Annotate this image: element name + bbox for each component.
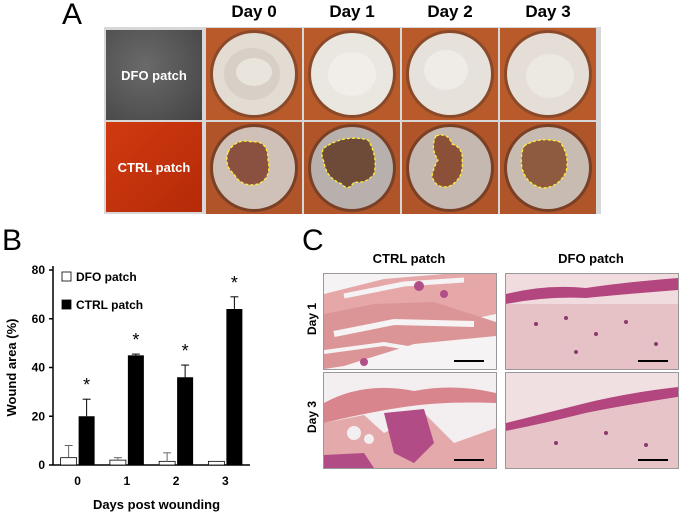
- y-tick-label: 0: [38, 458, 45, 472]
- bar-ctrl: [127, 355, 144, 465]
- legend-label-ctrl: CTRL patch: [76, 298, 143, 312]
- x-tick-label: 2: [173, 474, 180, 488]
- day-2-header: Day 2: [427, 2, 473, 21]
- photo-dfo-day1: [304, 28, 400, 124]
- dfo-row-label: DFO patch: [106, 30, 202, 120]
- y-tick-label: 40: [32, 361, 46, 375]
- photo-ctrl-day3: [500, 122, 596, 218]
- significance-star: *: [83, 375, 90, 395]
- significance-star: *: [182, 341, 189, 361]
- bar-dfo: [60, 457, 78, 466]
- histology-ctrl-day1: [323, 273, 497, 370]
- day-1-header: Day 1: [329, 2, 375, 21]
- photo-dfo-day3: [500, 28, 596, 124]
- day-0-header: Day 0: [231, 2, 277, 21]
- legend-swatch-dfo: [61, 271, 72, 282]
- legend-label-dfo: DFO patch: [76, 270, 137, 284]
- photo-ctrl-day2: [402, 122, 498, 218]
- x-tick-label: 1: [124, 474, 131, 488]
- legend-swatch-ctrl: [61, 299, 72, 310]
- histo-row-day3: Day 3: [305, 400, 319, 434]
- y-axis-label: Wound area (%): [4, 319, 19, 417]
- bar-dfo: [109, 459, 127, 466]
- panel-a-letter: A: [62, 0, 83, 31]
- panel-b-letter: B: [2, 224, 23, 257]
- significance-star: *: [132, 330, 139, 350]
- bar-ctrl: [177, 377, 194, 465]
- ctrl-row-label: CTRL patch: [106, 122, 202, 212]
- histology-ctrl-day3: [323, 372, 497, 469]
- x-axis-label: Days post wounding: [93, 497, 220, 512]
- bar-ctrl: [226, 309, 243, 465]
- photo-ctrl-day1: [304, 122, 400, 218]
- day-3-header: Day 3: [525, 2, 571, 21]
- y-tick-label: 20: [32, 409, 46, 423]
- bar-dfo: [207, 460, 225, 466]
- histology-dfo-day1: [505, 273, 679, 370]
- photo-dfo-day0: [206, 28, 302, 124]
- significance-star: *: [231, 273, 238, 293]
- bar-ctrl: [78, 416, 95, 465]
- y-tick-label: 80: [32, 263, 46, 277]
- y-tick-label: 60: [32, 312, 46, 326]
- photo-dfo-day2: [402, 28, 498, 124]
- x-tick-label: 0: [74, 474, 81, 488]
- x-tick-label: 3: [222, 474, 229, 488]
- histo-col-ctrl: CTRL patch: [372, 251, 446, 266]
- panel-c-letter: C: [302, 224, 324, 257]
- bar-dfo: [158, 460, 176, 466]
- histology-dfo-day3: [505, 372, 679, 469]
- histo-row-day1: Day 1: [305, 302, 319, 336]
- photo-ctrl-day0: [206, 122, 302, 218]
- histo-col-dfo: DFO patch: [558, 251, 624, 266]
